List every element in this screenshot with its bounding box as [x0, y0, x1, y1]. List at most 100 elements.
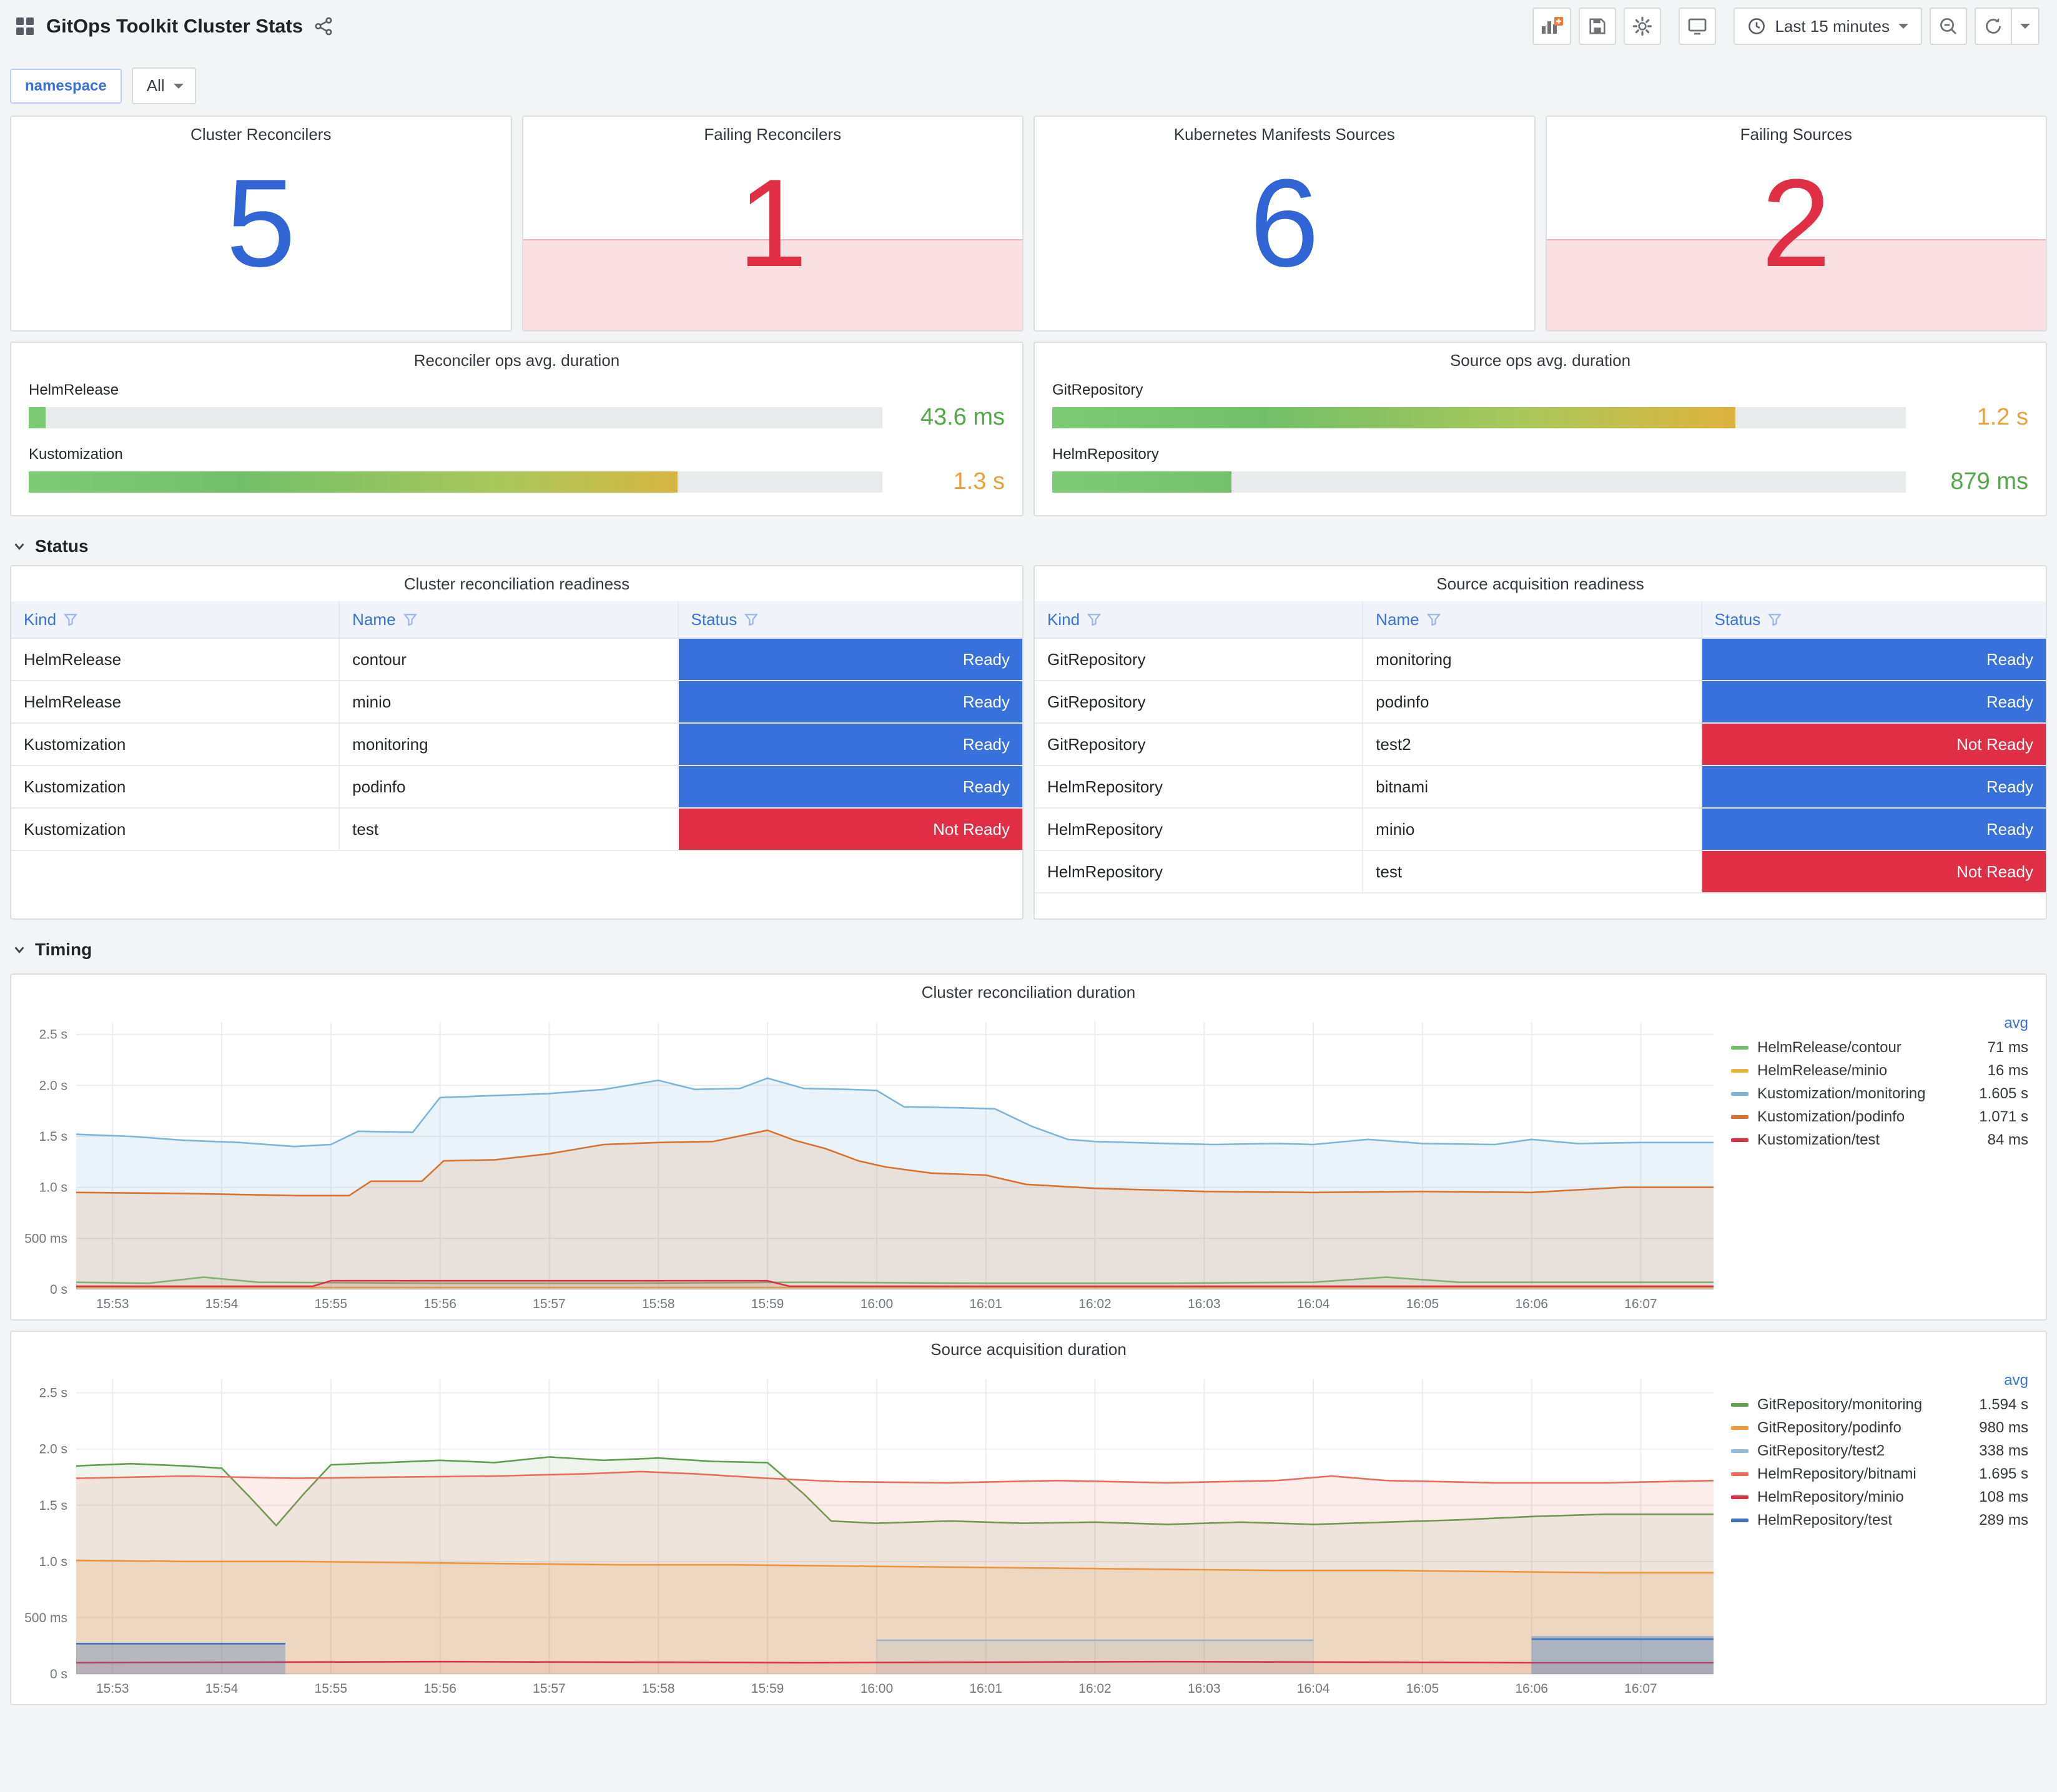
series-line-helmrepository-minio — [76, 1660, 1714, 1664]
legend-series-dash — [1731, 1115, 1749, 1119]
save-dashboard-button[interactable] — [1579, 7, 1617, 45]
status-badge: Ready — [1702, 639, 2046, 680]
cell-status: Not Ready — [678, 809, 1022, 850]
table-panel-source-acquisition-readiness: Source acquisition readiness Kind Name Stat… — [1033, 565, 2047, 920]
column-header-name[interactable]: Name — [340, 601, 679, 638]
legend-series-name[interactable]: HelmRepository/minio — [1757, 1488, 1904, 1505]
refresh-interval-dropdown[interactable] — [2012, 7, 2040, 45]
cell-name: test2 — [1363, 724, 1702, 765]
panel-title[interactable]: Source acquisition duration — [930, 1339, 1127, 1359]
column-header-label: Kind — [1047, 609, 1080, 629]
section-timing[interactable]: Timing — [0, 920, 2057, 968]
series-area-kustomization-test — [76, 1281, 1714, 1289]
series-area-helmrepository-test — [76, 1643, 285, 1674]
cell-name: test — [1363, 851, 1702, 892]
stat-panels-row: Cluster Reconcilers 5 Failing Reconcilers 1… — [0, 116, 2057, 332]
cell-status: Ready — [678, 724, 1022, 765]
time-series-plot[interactable]: 15:53 15:54 15:55 15:56 15:57 15:58 15:59 16:00… — [19, 1012, 1724, 1314]
x-axis-tick-label: 15:59 — [751, 1681, 784, 1696]
x-axis-tick-label: 16:06 — [1515, 1297, 1548, 1311]
status-badge: Ready — [678, 724, 1022, 765]
share-icon[interactable] — [314, 17, 333, 36]
filter-icon[interactable] — [1426, 613, 1441, 626]
gauge-row-gitrepository: GitRepository 1.2 s — [1052, 382, 2028, 431]
column-header-status[interactable]: Status — [1702, 601, 2046, 638]
table-row: Kustomization test Not Ready — [11, 809, 1022, 851]
x-axis-tick-label: 16:01 — [969, 1681, 1002, 1696]
panel-title[interactable]: Source acquisition readiness — [1436, 574, 1644, 593]
cell-kind: HelmRelease — [11, 639, 340, 680]
filter-icon[interactable] — [1087, 613, 1102, 626]
series-line-kustomization-podinfo — [76, 1129, 1714, 1197]
x-axis-tick-label: 16:05 — [1406, 1681, 1439, 1696]
legend-series-name[interactable]: Kustomization/test — [1757, 1131, 1880, 1148]
section-status[interactable]: Status — [0, 516, 2057, 565]
legend-series-name[interactable]: Kustomization/monitoring — [1757, 1085, 1926, 1102]
legend-series-name[interactable]: HelmRepository/test — [1757, 1511, 1893, 1529]
refresh-icon — [1984, 17, 2003, 36]
panel-title[interactable]: Cluster reconciliation readiness — [403, 574, 630, 593]
column-header-kind[interactable]: Kind — [11, 601, 340, 638]
add-panel-icon — [1540, 16, 1564, 36]
y-axis-tick-label: 1.5 s — [39, 1499, 67, 1513]
stat-value: 5 — [226, 154, 296, 293]
status-badge: Ready — [678, 766, 1022, 807]
x-axis-tick-label: 15:53 — [96, 1297, 129, 1311]
legend-series-name[interactable]: GitRepository/test2 — [1757, 1442, 1885, 1459]
table-row: HelmRepository bitnami Ready — [1035, 766, 2046, 809]
section-status-label: Status — [35, 536, 89, 556]
x-axis-tick-label: 16:00 — [861, 1681, 894, 1696]
legend-series-name[interactable]: Kustomization/podinfo — [1757, 1108, 1905, 1125]
filter-icon[interactable] — [403, 613, 417, 626]
status-badge: Not Ready — [678, 809, 1022, 850]
clock-icon — [1747, 17, 1766, 36]
legend-item: Kustomization/podinfo 1.071 s — [1731, 1105, 2028, 1128]
legend-series-dash — [1731, 1425, 1749, 1430]
refresh-button[interactable] — [1975, 7, 2012, 45]
column-header-name[interactable]: Name — [1363, 601, 1702, 638]
column-header-status[interactable]: Status — [679, 601, 1022, 638]
dashboard-settings-button[interactable] — [1624, 7, 1662, 45]
stat-panel-failing-reconcilers: Failing Reconcilers 1 — [521, 116, 1024, 332]
time-series-plot[interactable]: 15:53 15:54 15:55 15:56 15:57 15:58 15:59 16:00… — [19, 1369, 1724, 1699]
zoom-out-button[interactable] — [1930, 7, 1967, 45]
gauge-value: 43.6 ms — [920, 404, 1005, 430]
gauge-label: HelmRepository — [1052, 446, 1159, 463]
variable-namespace-label[interactable]: namespace — [10, 68, 122, 104]
chevron-down-icon — [12, 539, 26, 553]
series-line-kustomization-test — [76, 1279, 1714, 1287]
x-axis-tick-label: 16:07 — [1624, 1681, 1657, 1696]
legend-series-name[interactable]: HelmRelease/minio — [1757, 1061, 1888, 1079]
y-axis-tick-label: 1.0 s — [39, 1181, 67, 1195]
legend-series-name[interactable]: GitRepository/podinfo — [1757, 1419, 1902, 1436]
cell-status: Ready — [1702, 639, 2046, 680]
add-panel-button[interactable] — [1532, 7, 1572, 45]
column-header-kind[interactable]: Kind — [1035, 601, 1364, 638]
legend-series-name[interactable]: GitRepository/monitoring — [1757, 1396, 1923, 1413]
legend-series-dash — [1731, 1472, 1749, 1476]
panel-title[interactable]: Failing Sources — [1740, 124, 1852, 144]
legend-series-name[interactable]: HelmRepository/bitnami — [1757, 1465, 1916, 1482]
panel-title[interactable]: Cluster Reconcilers — [190, 124, 332, 144]
dashboards-grid-icon[interactable] — [15, 16, 35, 36]
legend-item: HelmRepository/test 289 ms — [1731, 1509, 2028, 1532]
filter-icon[interactable] — [1768, 613, 1782, 626]
filter-icon[interactable] — [744, 613, 759, 626]
table-row: HelmRelease minio Ready — [11, 681, 1022, 724]
legend-series-avg: 338 ms — [1979, 1442, 2028, 1459]
table-header-row: Kind Name Status — [11, 601, 1022, 639]
variable-namespace-select[interactable]: All — [131, 67, 196, 104]
cell-kind: GitRepository — [1035, 681, 1364, 722]
panel-title[interactable]: Source ops avg. duration — [1449, 350, 1631, 370]
gauge-row-helmrelease: HelmRelease 43.6 ms — [29, 382, 1005, 431]
panel-title[interactable]: Cluster reconciliation duration — [921, 982, 1136, 1002]
column-header-label: Status — [691, 609, 737, 629]
panel-title[interactable]: Reconciler ops avg. duration — [413, 350, 620, 370]
cycle-view-button[interactable] — [1679, 7, 1717, 45]
panel-title[interactable]: Kubernetes Manifests Sources — [1173, 124, 1395, 144]
legend-series-avg: 1.594 s — [1979, 1396, 2028, 1413]
filter-icon[interactable] — [64, 613, 78, 626]
panel-title[interactable]: Failing Reconcilers — [704, 124, 842, 144]
legend-series-name[interactable]: HelmRelease/contour — [1757, 1038, 1902, 1056]
time-range-picker[interactable]: Last 15 minutes — [1734, 7, 1922, 45]
